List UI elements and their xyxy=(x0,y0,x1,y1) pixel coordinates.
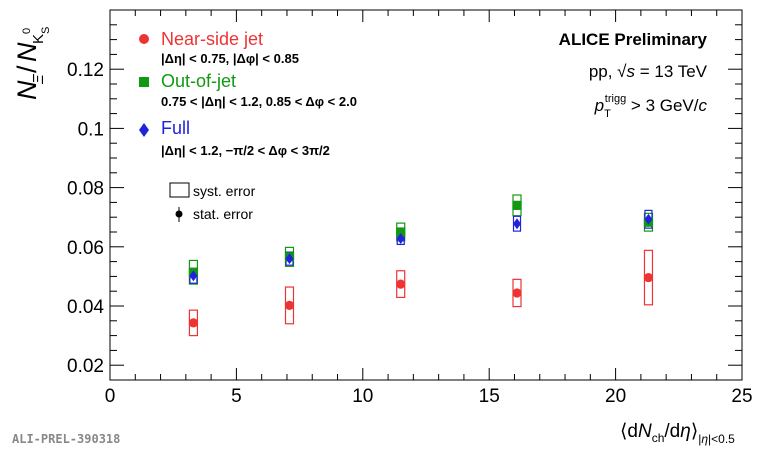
collision-system-label: pp, √s = 13 TeV xyxy=(589,62,708,81)
y-tick-labels: 0.02 0.04 0.06 0.08 0.1 0.12 xyxy=(67,60,104,377)
x-tick-label: 10 xyxy=(352,386,373,407)
svg-text:N: N xyxy=(12,80,42,100)
legend-syst-label: syst. error xyxy=(193,183,256,199)
legend-full-label: Full xyxy=(161,118,190,138)
trigger-label: pTtrigg > 3 GeV/c xyxy=(594,93,708,120)
plot-frame xyxy=(109,9,743,381)
data-point-full xyxy=(189,270,198,282)
legend-stat-label: stat. error xyxy=(193,206,253,222)
svg-text:S: S xyxy=(40,27,52,34)
data-point-out-of-jet xyxy=(512,200,522,210)
data-point-near-side xyxy=(396,279,406,289)
x-tick-label: 25 xyxy=(731,386,752,407)
svg-text:K: K xyxy=(30,34,47,44)
svg-text:/: / xyxy=(12,65,42,73)
y-tick-label: 0.1 xyxy=(78,119,104,140)
x-tick-labels: 0 5 10 15 20 25 xyxy=(105,386,753,407)
x-tick-label: 0 xyxy=(105,386,116,407)
svg-text:N: N xyxy=(12,42,42,62)
data-point-near-side xyxy=(512,288,522,298)
legend-near-side-marker xyxy=(139,34,149,44)
y-tick-label: 0.08 xyxy=(67,179,104,200)
data-point-full xyxy=(396,233,405,245)
legend-syst-box xyxy=(169,182,190,198)
legend-out-of-jet-selection: 0.75 < |Δη| < 1.2, 0.85 < Δφ < 2.0 xyxy=(161,94,357,109)
y-tick-label: 0.04 xyxy=(67,297,104,318)
x-tick-label: 15 xyxy=(479,386,500,407)
y-axis-title: N Ξ / N K S 0 xyxy=(12,27,52,100)
experiment-label: ALICE Preliminary xyxy=(559,30,708,49)
legend-full-selection: |Δη| < 1.2, −π/2 < Δφ < 3π/2 xyxy=(161,143,330,158)
x-tick-label: 5 xyxy=(231,386,242,407)
data-point-full xyxy=(513,218,522,230)
data-point-full xyxy=(644,213,653,225)
annotations: ALICE Preliminary pp, √s = 13 TeV pTtrig… xyxy=(559,30,708,120)
legend: Near-side jet |Δη| < 0.75, |Δφ| < 0.85 O… xyxy=(139,29,357,222)
axis-ticks xyxy=(109,9,743,381)
svg-text:⟨dNch/dη⟩|η|<0.5: ⟨dNch/dη⟩|η|<0.5 xyxy=(620,421,735,446)
x-tick-label: 20 xyxy=(605,386,626,407)
svg-text:Ξ: Ξ xyxy=(30,73,47,85)
legend-near-side-label: Near-side jet xyxy=(161,29,263,49)
data-point-out-of-jet xyxy=(396,227,406,237)
legend-out-of-jet-label: Out-of-jet xyxy=(161,71,236,91)
markers xyxy=(188,200,654,328)
data-point-full xyxy=(285,253,294,265)
data-point-near-side xyxy=(188,318,199,328)
data-point-near-side xyxy=(643,272,654,283)
x-axis-title: ⟨dNch/dη⟩|η|<0.5 xyxy=(620,421,735,446)
stat-bars xyxy=(192,202,649,326)
syst-boxes xyxy=(188,194,654,337)
legend-near-side-selection: |Δη| < 0.75, |Δφ| < 0.85 xyxy=(161,51,299,66)
data-point-near-side xyxy=(284,300,295,311)
y-tick-label: 0.06 xyxy=(67,238,104,259)
svg-text:0: 0 xyxy=(21,28,33,34)
legend-full-marker xyxy=(139,123,149,137)
legend-stat-marker xyxy=(175,210,183,218)
y-tick-label: 0.02 xyxy=(67,356,104,377)
legend-out-of-jet-marker xyxy=(139,77,149,87)
y-tick-label: 0.12 xyxy=(67,60,104,81)
preliminary-id: ALI-PREL-390318 xyxy=(12,432,120,446)
